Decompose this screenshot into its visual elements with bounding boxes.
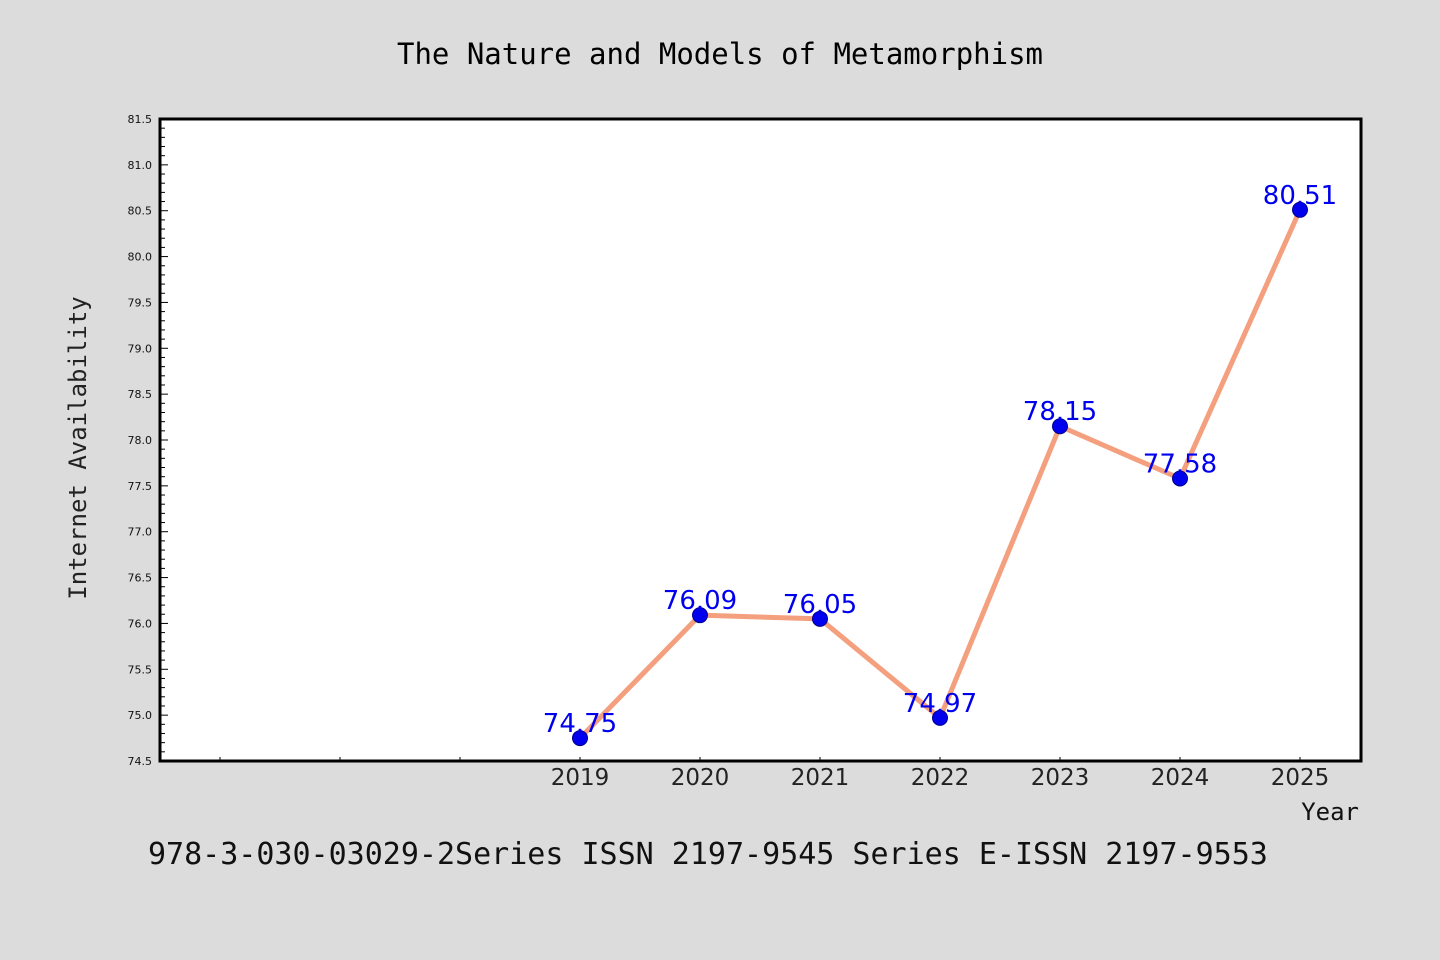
y-tick-label: 80.0 <box>128 251 153 264</box>
data-label: 77.58 <box>1143 450 1217 480</box>
y-tick-label: 75.5 <box>128 663 153 676</box>
x-tick-label: 2022 <box>911 765 970 791</box>
y-tick-label: 78.5 <box>128 388 153 401</box>
y-tick-label: 74.5 <box>128 755 153 768</box>
data-label: 80.51 <box>1263 181 1337 211</box>
data-point <box>692 607 708 624</box>
data-point <box>1052 418 1068 435</box>
x-tick-label: 2020 <box>671 765 730 791</box>
y-tick-label: 80.5 <box>128 205 153 218</box>
data-label: 76.05 <box>783 590 857 620</box>
data-point <box>1292 201 1308 218</box>
x-axis: 2019 2020 2021 2022 2023 2024 2025 <box>219 757 1330 791</box>
data-label: 76.09 <box>663 586 737 616</box>
data-point <box>1172 470 1188 487</box>
data-label: 74.97 <box>903 689 977 719</box>
series-markers <box>572 201 1308 747</box>
data-labels: 74.75 76.09 76.05 74.97 78.15 77.58 80.51 <box>543 181 1337 739</box>
footer-text: 978-3-030-03029-2Series ISSN 2197-9545 S… <box>148 837 1268 872</box>
y-tick-label: 81.0 <box>128 159 153 172</box>
data-label: 74.75 <box>543 709 617 739</box>
x-tick-label: 2025 <box>1271 765 1330 791</box>
y-tick-label: 76.5 <box>128 572 153 585</box>
plot-area <box>158 117 1363 763</box>
y-axis: 74.5 75.0 75.5 76.0 76.5 77.0 77.5 78.0 78.5 79.0… <box>128 113 168 768</box>
y-tick-label: 78.0 <box>128 434 153 447</box>
y-tick-label: 76.0 <box>128 617 153 630</box>
y-tick-label: 81.5 <box>128 113 153 126</box>
y-tick-label: 79.5 <box>128 296 153 309</box>
y-tick-label: 75.0 <box>128 709 153 722</box>
y-axis-label: Internet Availability <box>64 296 92 599</box>
data-point <box>932 709 948 726</box>
y-tick-label: 77.5 <box>128 480 153 493</box>
x-tick-label: 2023 <box>1031 765 1090 791</box>
x-tick-label: 2019 <box>551 765 610 791</box>
x-tick-label: 2021 <box>791 765 850 791</box>
data-point <box>572 730 588 747</box>
x-tick-label: 2024 <box>1151 765 1210 791</box>
chart-title: The Nature and Models of Metamorphism <box>397 37 1043 71</box>
data-label: 78.15 <box>1023 397 1097 427</box>
y-tick-label: 79.0 <box>128 342 153 355</box>
data-point <box>812 610 828 627</box>
x-axis-label: Year <box>1301 798 1359 826</box>
y-tick-label: 77.0 <box>128 526 153 539</box>
